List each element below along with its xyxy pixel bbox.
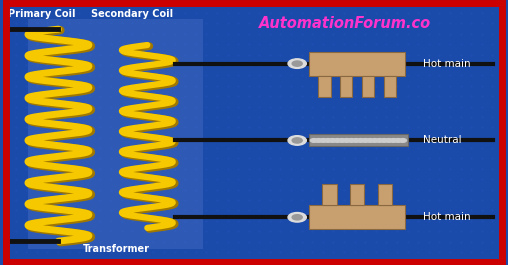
Bar: [384, 76, 396, 97]
Circle shape: [385, 139, 392, 142]
Text: Hot main: Hot main: [423, 59, 471, 69]
Bar: [318, 76, 331, 97]
Text: Hot main: Hot main: [423, 212, 471, 222]
Circle shape: [348, 139, 355, 142]
Bar: [322, 184, 337, 205]
Circle shape: [343, 139, 350, 142]
Circle shape: [380, 139, 388, 142]
Circle shape: [362, 139, 369, 142]
Circle shape: [371, 139, 378, 142]
Circle shape: [325, 139, 332, 142]
Circle shape: [310, 139, 318, 142]
Circle shape: [390, 139, 397, 142]
Circle shape: [292, 138, 302, 143]
Text: Neutral: Neutral: [423, 135, 462, 145]
Text: Transformer: Transformer: [83, 244, 150, 254]
Circle shape: [334, 139, 341, 142]
Circle shape: [288, 213, 306, 222]
Text: Secondary Coil: Secondary Coil: [91, 8, 174, 19]
Circle shape: [338, 139, 345, 142]
Bar: [28, 19, 203, 249]
Circle shape: [376, 139, 383, 142]
Bar: [309, 205, 405, 229]
Circle shape: [315, 139, 322, 142]
Circle shape: [395, 139, 402, 142]
Circle shape: [329, 139, 336, 142]
Circle shape: [399, 139, 406, 142]
Bar: [309, 52, 405, 76]
Circle shape: [320, 139, 327, 142]
Circle shape: [353, 139, 360, 142]
Circle shape: [288, 59, 306, 68]
Circle shape: [288, 136, 306, 145]
Circle shape: [292, 61, 302, 66]
Bar: [362, 76, 374, 97]
Circle shape: [357, 139, 364, 142]
Circle shape: [292, 215, 302, 220]
Bar: [340, 76, 353, 97]
Circle shape: [367, 139, 374, 142]
Bar: [309, 135, 408, 146]
Text: AutomationForum.co: AutomationForum.co: [260, 16, 431, 31]
Bar: [350, 184, 364, 205]
Text: Primary Coil: Primary Coil: [8, 8, 75, 19]
Bar: [377, 184, 392, 205]
